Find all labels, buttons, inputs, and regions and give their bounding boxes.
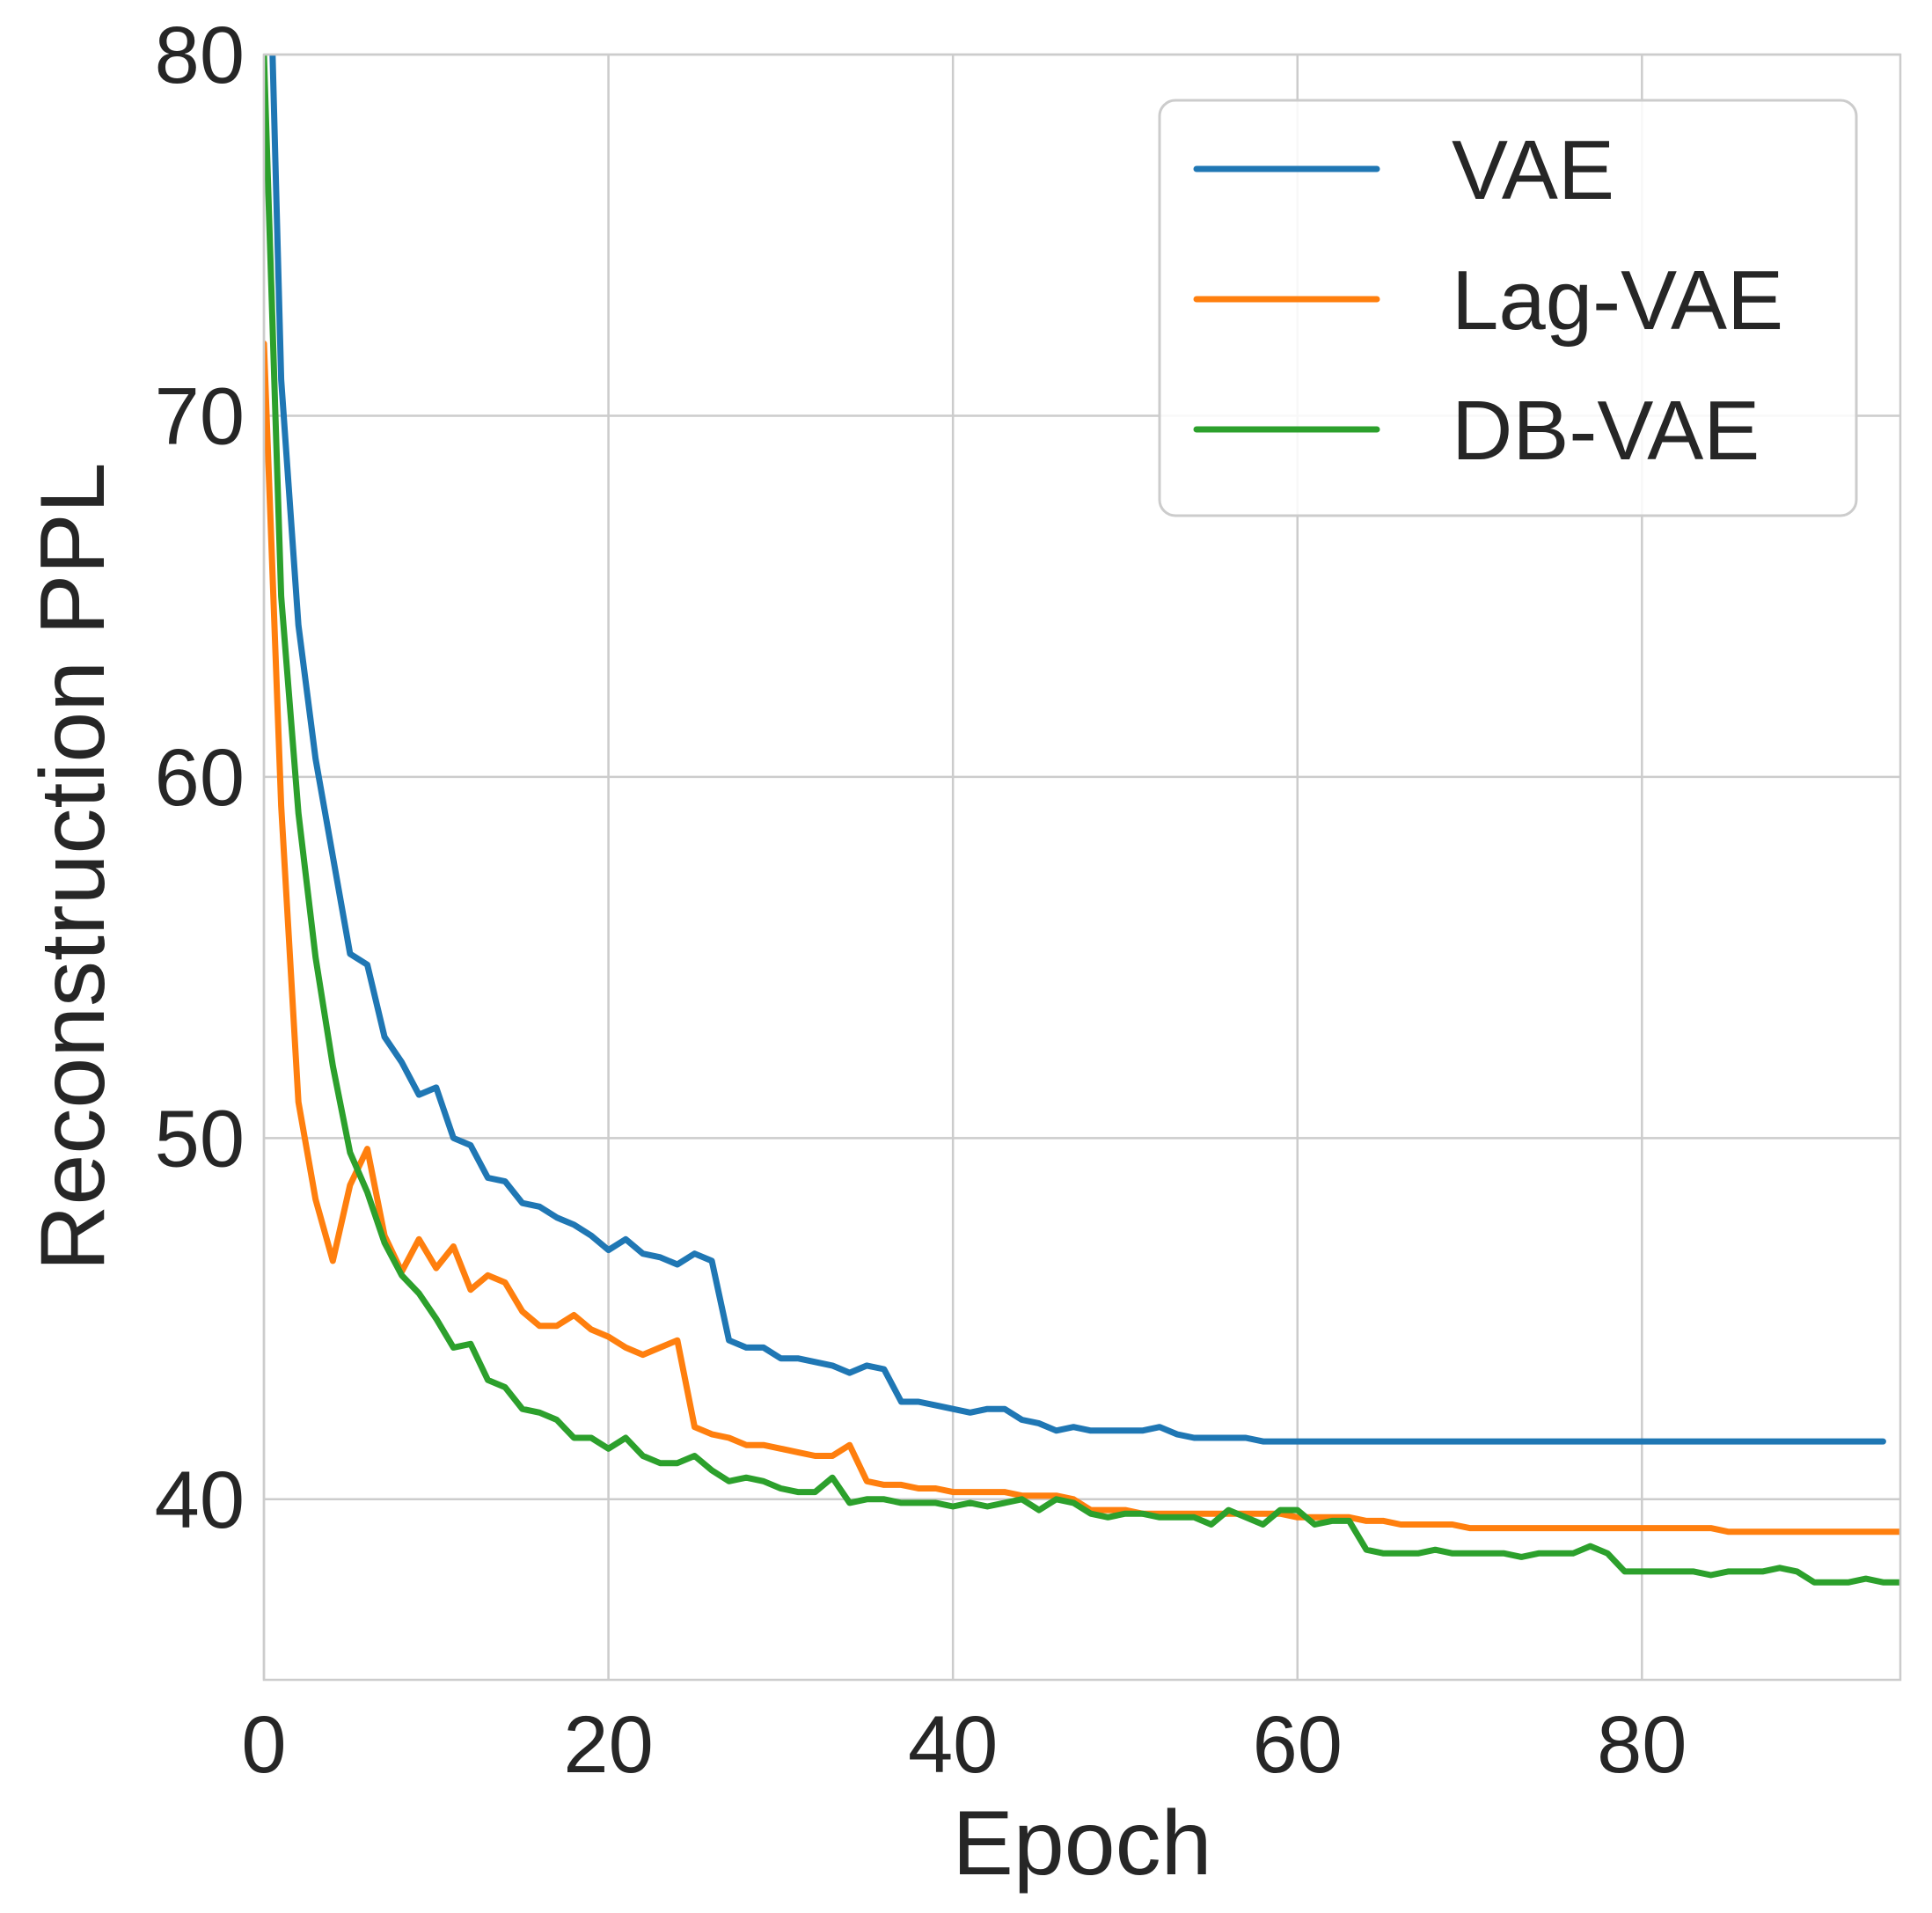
y-tick-label: 60 — [155, 733, 245, 823]
x-tick-label: 80 — [1597, 1700, 1687, 1790]
y-tick-label: 50 — [155, 1094, 245, 1184]
y-tick-label: 80 — [155, 11, 245, 100]
x-tick-label: 40 — [908, 1700, 998, 1790]
y-tick-label: 70 — [155, 371, 245, 461]
y-tick-labels: 40 50 60 70 80 — [155, 11, 245, 1545]
x-tick-label: 20 — [563, 1700, 653, 1790]
legend-box — [1158, 99, 1858, 517]
legend-label-vae: VAE — [1452, 123, 1614, 217]
series-line-db-vae — [264, 55, 1900, 1586]
series-lines — [264, 55, 1900, 1586]
y-axis-title: Reconstruction PPL — [22, 462, 124, 1271]
x-tick-labels: 0 20 40 60 80 — [241, 1700, 1687, 1790]
legend-label-db-vae: DB-VAE — [1452, 384, 1760, 478]
x-tick-label: 60 — [1253, 1700, 1343, 1790]
legend: VAE Lag-VAE DB-VAE — [1158, 99, 1858, 517]
x-axis-title: Epoch — [953, 1792, 1212, 1895]
plot-frame — [262, 53, 1902, 1682]
series-line-vae — [269, 55, 1886, 1445]
y-tick-label: 40 — [155, 1455, 245, 1545]
legend-label-lag-vae: Lag-VAE — [1452, 253, 1783, 348]
x-tick-label: 0 — [241, 1700, 286, 1790]
